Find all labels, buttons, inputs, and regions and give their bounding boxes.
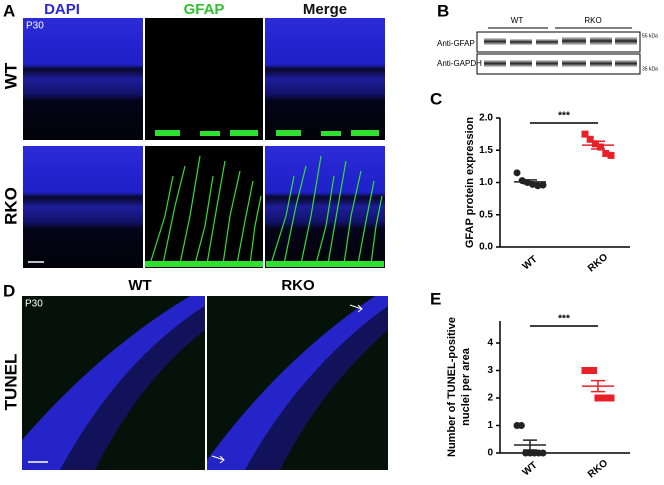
blot <box>476 31 641 75</box>
panel-letter: D <box>3 281 15 300</box>
significance-label: *** <box>558 111 570 122</box>
marker-label: 35 kDa <box>642 66 658 72</box>
y-tick-label: 1 <box>487 420 493 431</box>
data-point <box>513 169 521 177</box>
x-tick-label: RKO <box>586 252 610 275</box>
micrographs <box>22 296 388 470</box>
marker-label: 55 kDa <box>642 33 658 39</box>
y-axis-label: nuclei per area <box>460 347 472 426</box>
x-tick-label: WT <box>521 460 540 478</box>
data-point <box>591 140 599 148</box>
y-tick-label: 0 <box>487 448 493 459</box>
data-point <box>607 394 615 402</box>
y-tick-label: 2 <box>487 393 493 404</box>
age-label: P30 <box>25 299 43 310</box>
micrographs <box>23 18 385 268</box>
y-tick-label: 3 <box>487 365 493 376</box>
data-point <box>597 143 605 151</box>
data-point <box>581 130 589 138</box>
panel-letter: A <box>3 1 15 20</box>
data-point <box>581 367 589 374</box>
error-bar <box>523 179 537 185</box>
y-tick-label: 1.5 <box>479 145 493 156</box>
row-label: TUNEL <box>1 354 20 411</box>
data-point <box>586 135 594 143</box>
group-label: RKO <box>584 16 601 25</box>
x-tick-label: WT <box>521 254 540 272</box>
error-bar <box>591 379 605 393</box>
x-tick-label: RKO <box>586 458 610 481</box>
y-axis-label: Number of TUNEL-positive <box>446 317 458 457</box>
column-header: RKO <box>281 277 315 294</box>
row-label: WT <box>1 62 20 89</box>
data-point <box>590 367 598 374</box>
band-label: Anti-GAPDH <box>437 59 482 68</box>
panel-letter: E <box>430 289 441 308</box>
data-point <box>585 367 593 374</box>
data-point <box>602 149 610 157</box>
row-label: RKO <box>1 187 20 225</box>
panel-letter: B <box>437 1 449 20</box>
y-tick-label: 2.0 <box>479 113 493 124</box>
y-tick-label: 0.0 <box>479 242 493 253</box>
y-tick-label: 4 <box>487 338 493 349</box>
data-point <box>594 394 602 402</box>
column-header: DAPI <box>44 1 80 18</box>
data-point <box>517 422 525 429</box>
data-point <box>603 394 611 402</box>
y-axis-label: GFAP protein expression <box>464 117 476 249</box>
column-header: WT <box>128 277 151 294</box>
column-header: Merge <box>303 1 347 18</box>
panel-letter: C <box>430 89 442 108</box>
significance-label: *** <box>558 314 570 325</box>
y-tick-label: 1.0 <box>479 177 493 188</box>
error-bar <box>591 140 605 150</box>
y-tick-label: 0.5 <box>479 209 493 220</box>
error-bar <box>523 439 537 451</box>
data-point <box>539 449 547 457</box>
data-point <box>607 151 615 159</box>
data-point <box>598 394 606 402</box>
column-header: GFAP <box>184 1 225 18</box>
age-label: P30 <box>26 21 44 32</box>
group-label: WT <box>511 16 524 25</box>
band-label: Anti-GFAP <box>437 39 475 48</box>
data-point <box>539 181 547 189</box>
